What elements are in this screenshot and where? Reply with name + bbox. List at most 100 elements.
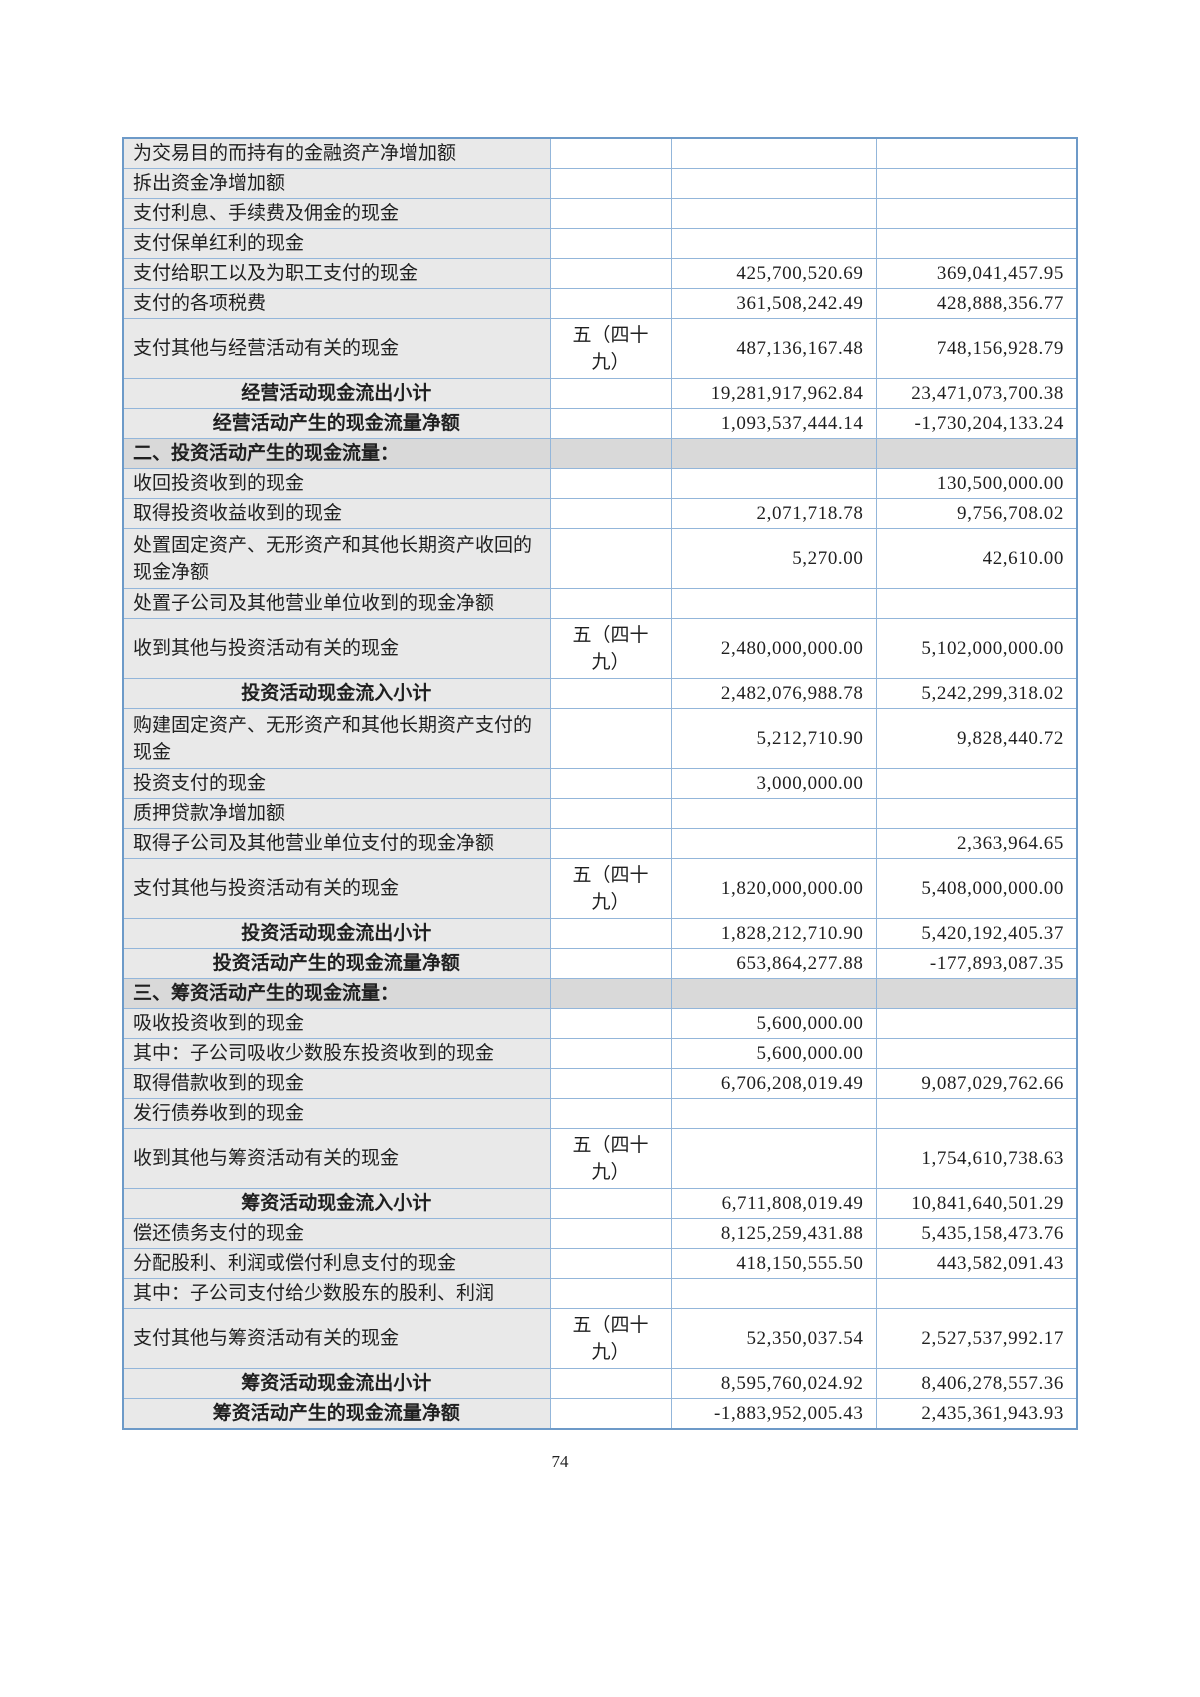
table-cell-item: 筹资活动现金流出小计 <box>122 1368 551 1399</box>
table-cell-item: 分配股利、利润或偿付利息支付的现金 <box>122 1248 551 1279</box>
table-cell-note <box>549 528 672 589</box>
table-cell-note <box>549 468 672 499</box>
table-cell-item: 支付给职工以及为职工支付的现金 <box>122 258 551 289</box>
table-cell-prior-amount <box>875 168 1078 199</box>
table-cell-prior-amount: 748,156,928.79 <box>875 318 1078 379</box>
table-cell-current-amount: -1,883,952,005.43 <box>670 1398 877 1430</box>
table-cell-item: 投资支付的现金 <box>122 768 551 799</box>
table-cell-prior-amount: 5,102,000,000.00 <box>875 618 1078 679</box>
table-row: 投资活动现金流入小计 2,482,076,988.78 5,242,299,318.… <box>122 678 1078 709</box>
table-cell-item: 收到其他与筹资活动有关的现金 <box>122 1128 551 1189</box>
table-cell-prior-amount: 2,527,537,992.17 <box>875 1308 1078 1369</box>
table-body: 为交易目的而持有的金融资产净增加额 拆出资金净增加额 支付利息、手续费及佣金的现金支… <box>122 137 1078 1430</box>
table-cell-note <box>549 1368 672 1399</box>
table-cell-item: 取得子公司及其他营业单位支付的现金净额 <box>122 828 551 859</box>
table-cell-item: 经营活动现金流出小计 <box>122 378 551 409</box>
table-cell-note <box>549 798 672 829</box>
table-cell-current-amount <box>670 468 877 499</box>
table-row: 筹资活动产生的现金流量净额 -1,883,952,005.43 2,435,361,… <box>122 1398 1078 1430</box>
table-cell-current-amount <box>670 198 877 229</box>
table-cell-note <box>549 1398 672 1430</box>
table-row: 处置固定资产、无形资产和其他长期资产收回的现金净额 5,270.00 42,610.… <box>122 528 1078 589</box>
table-cell-current-amount: 6,711,808,019.49 <box>670 1188 877 1219</box>
table-row: 经营活动现金流出小计 19,281,917,962.84 23,471,073,70… <box>122 378 1078 409</box>
table-cell-note <box>549 1068 672 1099</box>
table-cell-note <box>549 1038 672 1069</box>
table-cell-note <box>549 198 672 229</box>
table-cell-prior-amount: 369,041,457.95 <box>875 258 1078 289</box>
table-cell-note: 五（四十九） <box>549 1308 672 1369</box>
table-cell-prior-amount <box>875 978 1078 1009</box>
page-number: 74 <box>551 1452 569 1471</box>
table-cell-prior-amount <box>875 1278 1078 1309</box>
table-cell-prior-amount: 10,841,640,501.29 <box>875 1188 1078 1219</box>
table-cell-prior-amount: 8,406,278,557.36 <box>875 1368 1078 1399</box>
table-cell-current-amount <box>670 828 877 859</box>
table-cell-item: 支付利息、手续费及佣金的现金 <box>122 198 551 229</box>
table-cell-note <box>549 1098 672 1129</box>
table-cell-note <box>549 1278 672 1309</box>
table-cell-note: 五（四十九） <box>549 858 672 919</box>
table-row: 收回投资收到的现金 130,500,000.00 <box>122 468 1078 499</box>
table-cell-item: 经营活动产生的现金流量净额 <box>122 408 551 439</box>
table-cell-item: 处置子公司及其他营业单位收到的现金净额 <box>122 588 551 619</box>
table-cell-note: 五（四十九） <box>549 618 672 679</box>
table-cell-item: 投资活动产生的现金流量净额 <box>122 948 551 979</box>
table-cell-prior-amount <box>875 137 1078 169</box>
table-cell-item: 支付其他与投资活动有关的现金 <box>122 858 551 919</box>
table-cell-current-amount: 2,482,076,988.78 <box>670 678 877 709</box>
table-cell-prior-amount: 2,435,361,943.93 <box>875 1398 1078 1430</box>
table-cell-current-amount: 3,000,000.00 <box>670 768 877 799</box>
table-cell-note <box>549 378 672 409</box>
table-row: 投资支付的现金 3,000,000.00 <box>122 768 1078 799</box>
table-cell-prior-amount: 443,582,091.43 <box>875 1248 1078 1279</box>
table-cell-note <box>549 918 672 949</box>
table-cell-prior-amount: 5,242,299,318.02 <box>875 678 1078 709</box>
table-cell-item: 收回投资收到的现金 <box>122 468 551 499</box>
table-cell-note <box>549 708 672 769</box>
table-cell-prior-amount: -1,730,204,133.24 <box>875 408 1078 439</box>
table-cell-prior-amount: 9,756,708.02 <box>875 498 1078 529</box>
table-cell-prior-amount: 130,500,000.00 <box>875 468 1078 499</box>
table-row: 支付其他与经营活动有关的现金 五（四十九） 487,136,167.48 748,15… <box>122 318 1078 379</box>
table-cell-note <box>549 258 672 289</box>
table-cell-item: 购建固定资产、无形资产和其他长期资产支付的现金 <box>122 708 551 769</box>
table-cell-current-amount: 8,125,259,431.88 <box>670 1218 877 1249</box>
table-cell-current-amount <box>670 978 877 1009</box>
table-cell-note <box>549 828 672 859</box>
table-cell-current-amount: 5,600,000.00 <box>670 1008 877 1039</box>
table-row: 二、投资活动产生的现金流量： <box>122 438 1078 469</box>
table-cell-note <box>549 678 672 709</box>
table-cell-current-amount: 19,281,917,962.84 <box>670 378 877 409</box>
table-row: 支付保单红利的现金 <box>122 228 1078 259</box>
table-cell-prior-amount: 5,435,158,473.76 <box>875 1218 1078 1249</box>
table-cell-prior-amount <box>875 768 1078 799</box>
table-cell-item: 其中：子公司吸收少数股东投资收到的现金 <box>122 1038 551 1069</box>
table-cell-note <box>549 978 672 1009</box>
table-cell-note <box>549 438 672 469</box>
table-cell-current-amount: 1,820,000,000.00 <box>670 858 877 919</box>
table-cell-current-amount: 8,595,760,024.92 <box>670 1368 877 1399</box>
table-cell-prior-amount: 5,420,192,405.37 <box>875 918 1078 949</box>
table-row: 发行债券收到的现金 <box>122 1098 1078 1129</box>
table-row: 处置子公司及其他营业单位收到的现金净额 <box>122 588 1078 619</box>
table-cell-note <box>549 288 672 319</box>
table-cell-prior-amount <box>875 438 1078 469</box>
table-cell-note <box>549 1248 672 1279</box>
table-cell-item: 取得投资收益收到的现金 <box>122 498 551 529</box>
cash-flow-statement-table: 为交易目的而持有的金融资产净增加额 拆出资金净增加额 支付利息、手续费及佣金的现金支… <box>122 137 1078 1430</box>
table-cell-prior-amount: -177,893,087.35 <box>875 948 1078 979</box>
table-cell-item: 三、筹资活动产生的现金流量： <box>122 978 551 1009</box>
table-cell-current-amount: 2,071,718.78 <box>670 498 877 529</box>
table-cell-current-amount: 361,508,242.49 <box>670 288 877 319</box>
table-cell-current-amount <box>670 1098 877 1129</box>
table-cell-prior-amount: 9,828,440.72 <box>875 708 1078 769</box>
table-row: 购建固定资产、无形资产和其他长期资产支付的现金 5,212,710.90 9,828… <box>122 708 1078 769</box>
table-row: 取得投资收益收到的现金 2,071,718.78 9,756,708.02 <box>122 498 1078 529</box>
table-row: 其中：子公司支付给少数股东的股利、利润 <box>122 1278 1078 1309</box>
table-cell-item: 吸收投资收到的现金 <box>122 1008 551 1039</box>
table-cell-current-amount: 1,093,537,444.14 <box>670 408 877 439</box>
table-cell-note <box>549 228 672 259</box>
table-cell-item: 支付其他与经营活动有关的现金 <box>122 318 551 379</box>
